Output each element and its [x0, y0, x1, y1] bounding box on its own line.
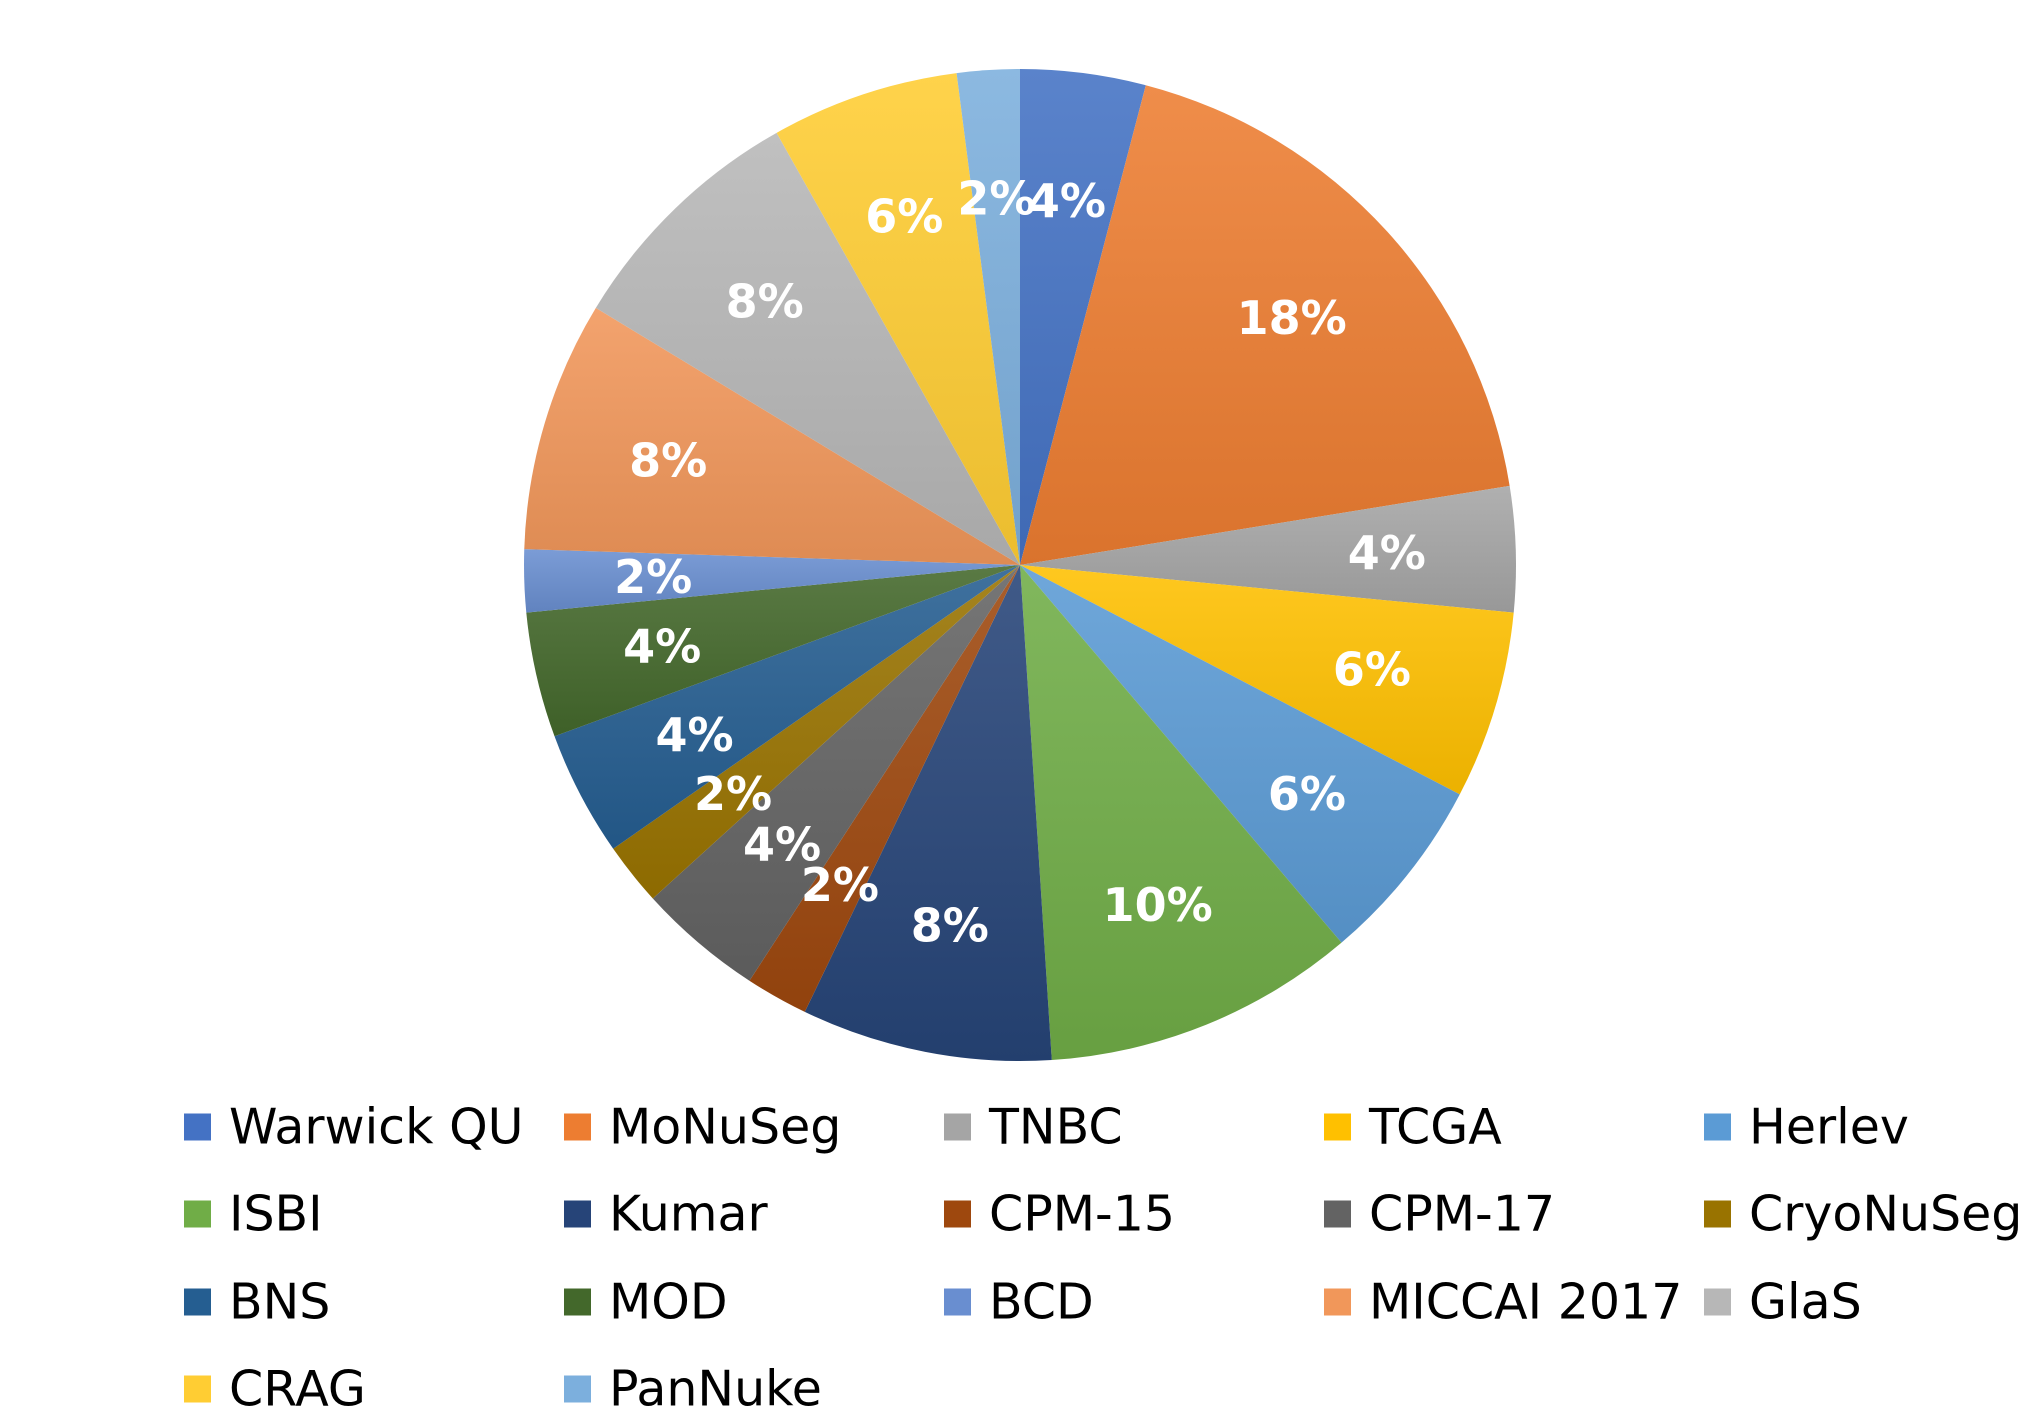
legend-swatch-crag: [184, 1375, 211, 1403]
legend-label-cryonuseg: CryoNuSeg: [1749, 1186, 2022, 1243]
slice-cryonuseg: [613, 565, 1020, 899]
legend-item-monuseg: MoNuSeg: [564, 1099, 841, 1156]
legend-swatch-bns: [184, 1288, 211, 1316]
slice-tnbc: [1020, 485, 1516, 613]
pie-data-labels: 4%18%4%6%6%10%8%2%4%2%4%4%2%8%8%6% 2%: [614, 172, 1426, 953]
legend-label-tnbc: TNBC: [988, 1099, 1123, 1156]
slice-cpm-17: [652, 565, 1020, 981]
legend-label-miccai-2017: MICCAI 2017: [1369, 1274, 1682, 1331]
slice-isbi: [1020, 565, 1342, 1060]
data-label-herlev: 6%: [1268, 767, 1346, 821]
data-label-pannuke: 2%: [957, 172, 1035, 226]
legend-label-tcga: TCGA: [1368, 1099, 1502, 1156]
legend-swatch-mod: [564, 1288, 591, 1316]
legend-swatch-tnbc: [944, 1113, 971, 1141]
data-label-bns: 4%: [656, 708, 734, 762]
data-label-tnbc: 4%: [1348, 526, 1426, 580]
data-label-cryonuseg: 2%: [694, 767, 772, 821]
legend-item-cpm-15: CPM-15: [944, 1186, 1175, 1243]
legend-swatch-miccai-2017: [1324, 1288, 1351, 1316]
data-label-cpm-17: 4%: [743, 817, 821, 871]
legend-label-crag: CRAG: [229, 1361, 366, 1414]
slice-tcga: [1020, 565, 1514, 795]
legend-label-monuseg: MoNuSeg: [609, 1099, 841, 1156]
legend-label-mod: MOD: [609, 1274, 728, 1331]
legend-item-crag: CRAG: [184, 1361, 366, 1414]
legend-label-cpm-15: CPM-15: [989, 1186, 1175, 1243]
legend-item-isbi: ISBI: [184, 1186, 323, 1243]
slice-glas: [595, 132, 1020, 565]
legend-item-miccai-2017: MICCAI 2017: [1324, 1274, 1682, 1331]
legend-item-warwick-qu: Warwick QU: [184, 1099, 524, 1156]
legend-item-tcga: TCGA: [1324, 1099, 1502, 1156]
slice-monuseg: [1020, 85, 1510, 566]
pie-slices: [523, 69, 1516, 1061]
data-label-miccai-2017: 8%: [629, 434, 707, 488]
legend-swatch-monuseg: [564, 1113, 591, 1141]
slice-kumar: [804, 565, 1052, 1061]
legend-label-kumar: Kumar: [609, 1186, 769, 1243]
legend-swatch-bcd: [944, 1288, 971, 1316]
legend-label-bns: BNS: [229, 1274, 330, 1331]
data-label-cpm-15: 2%: [801, 858, 879, 912]
legend-label-cpm-17: CPM-17: [1369, 1186, 1555, 1243]
legend-item-cpm-17: CPM-17: [1324, 1186, 1555, 1243]
legend-swatch-herlev: [1704, 1113, 1731, 1141]
legend-item-mod: MOD: [564, 1274, 728, 1331]
legend: Warwick QU MoNuSeg TNBC TCGA Herlev ISBI Kumar…: [184, 1099, 2022, 1414]
legend-item-cryonuseg: CryoNuSeg: [1704, 1186, 2022, 1243]
legend-label-warwick-qu: Warwick QU: [229, 1099, 524, 1156]
slice-pannuke: [956, 69, 1020, 565]
legend-swatch-isbi: [184, 1200, 211, 1228]
legend-swatch-warwick-qu: [184, 1113, 211, 1141]
legend-item-pannuke: PanNuke: [564, 1361, 822, 1414]
slice-crag: [776, 73, 1020, 566]
legend-swatch-glas: [1704, 1288, 1731, 1316]
legend-item-tnbc: TNBC: [944, 1099, 1123, 1156]
slice-bns: [554, 565, 1020, 849]
data-label-crag: 6%: [865, 190, 943, 244]
legend-swatch-cryonuseg: [1704, 1200, 1731, 1228]
legend-item-glas: GlaS: [1704, 1274, 1862, 1331]
data-label-mod: 4%: [623, 620, 701, 674]
data-label-isbi: 10%: [1103, 878, 1213, 932]
legend-swatch-cpm-17: [1324, 1200, 1351, 1228]
legend-label-herlev: Herlev: [1749, 1099, 1909, 1156]
legend-swatch-kumar: [564, 1200, 591, 1228]
legend-item-bcd: BCD: [944, 1274, 1094, 1331]
legend-swatch-cpm-15: [944, 1200, 971, 1228]
legend-item-herlev: Herlev: [1704, 1099, 1909, 1156]
legend-item-kumar: Kumar: [564, 1186, 769, 1243]
data-label-monuseg: 18%: [1237, 291, 1347, 345]
legend-label-glas: GlaS: [1749, 1274, 1862, 1331]
legend-swatch-pannuke: [564, 1375, 591, 1403]
slice-miccai-2017: [524, 307, 1020, 565]
slice-mod: [526, 565, 1020, 737]
legend-item-bns: BNS: [184, 1274, 330, 1331]
legend-label-pannuke: PanNuke: [609, 1361, 822, 1414]
data-label-kumar: 8%: [911, 898, 989, 952]
legend-swatch-tcga: [1324, 1113, 1351, 1141]
slice-cpm-15: [749, 565, 1020, 1012]
slice-herlev: [1020, 565, 1460, 943]
legend-label-bcd: BCD: [989, 1274, 1094, 1331]
legend-label-isbi: ISBI: [229, 1186, 323, 1243]
data-label-glas: 8%: [726, 274, 804, 328]
data-label-warwick-qu: 4%: [1028, 174, 1106, 228]
slice-bcd: [523, 549, 1020, 613]
data-label-tcga: 6%: [1333, 642, 1411, 696]
data-label-bcd: 2%: [614, 550, 692, 604]
slice-warwick-qu: [1020, 69, 1146, 565]
